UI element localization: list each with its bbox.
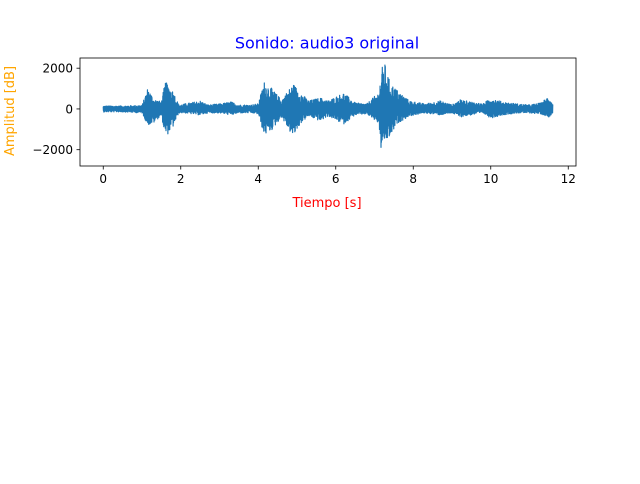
series-line-audio: [102, 64, 554, 148]
y-tick-label: 2000: [42, 62, 73, 76]
x-tick-label: 0: [99, 172, 107, 186]
x-axis-label: Tiempo [s]: [291, 196, 361, 211]
x-tick-label: 8: [409, 172, 417, 186]
y-tick-label: 0: [65, 102, 73, 116]
x-tick-label: 2: [177, 172, 185, 186]
x-tick-label: 4: [254, 172, 262, 186]
y-axis-label: Amplitud [dB]: [3, 66, 18, 156]
x-tick-label: 6: [332, 172, 340, 186]
y-tick-label: −2000: [32, 143, 73, 157]
plot-area: 0 2 4 6 8 10 12 −2000 0 2000: [32, 57, 577, 186]
x-tick-label: 12: [561, 172, 576, 186]
chart-title: Sonido: audio3 original: [235, 34, 419, 53]
x-tick-label: 10: [483, 172, 498, 186]
axes-frame: [79, 57, 577, 167]
